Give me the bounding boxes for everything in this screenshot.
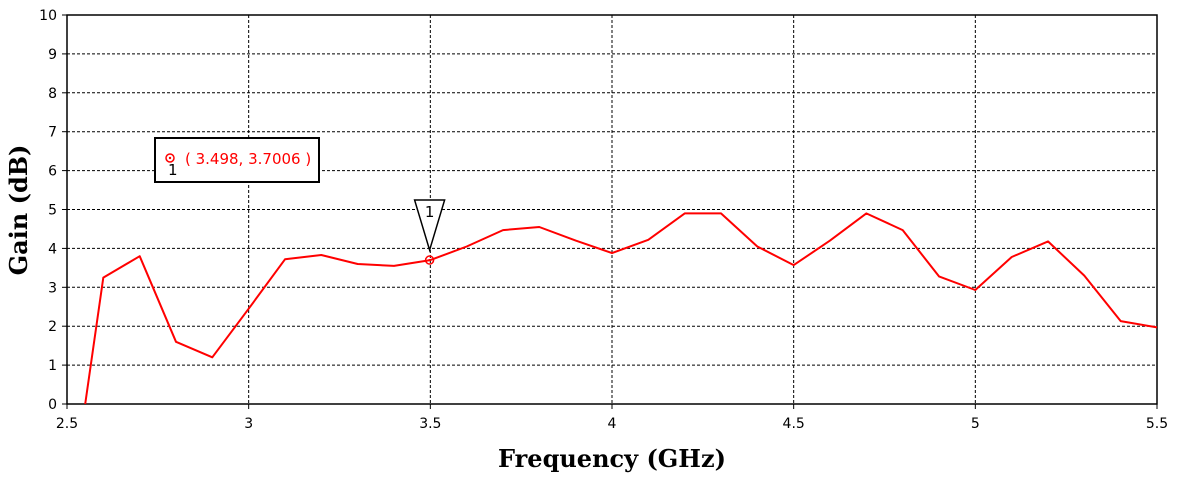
x-tick-label: 5.5 <box>1146 416 1168 432</box>
series-group <box>84 212 1158 405</box>
y-tick-label: 6 <box>48 164 57 180</box>
x-tick-labels: 2.5 3 3.5 4 4.5 5 5.5 <box>56 404 1168 432</box>
marker-legend-symbol <box>165 153 175 163</box>
y-tick-label: 3 <box>48 280 57 296</box>
x-tick-label: 3 <box>244 416 253 432</box>
marker-legend-symbol-center <box>168 156 172 160</box>
y-tick-label: 9 <box>48 47 57 63</box>
y-tick-label: 7 <box>48 125 57 141</box>
marker-group: 1 1 ( 3.498, 3.7006 ) <box>154 137 446 265</box>
marker-pointer <box>413 199 446 253</box>
x-tick-label: 3.5 <box>419 416 441 432</box>
y-tick-label: 2 <box>48 319 57 335</box>
y-tick-label: 10 <box>39 8 57 24</box>
y-tick-label: 5 <box>48 203 57 219</box>
marker-info-id: 1 <box>168 161 178 179</box>
marker-point-center <box>428 258 431 262</box>
marker-pointer-id: 1 <box>425 203 435 221</box>
y-tick-label: 1 <box>48 358 57 374</box>
x-axis-title: Frequency (GHz) <box>498 444 726 473</box>
x-tick-label: 5 <box>971 416 980 432</box>
y-axis-title: Gain (dB) <box>4 145 33 276</box>
x-tick-label: 4.5 <box>783 416 805 432</box>
gain-series-line <box>84 212 1158 405</box>
y-tick-label: 8 <box>48 86 57 102</box>
marker-info-box <box>154 137 320 183</box>
marker-point <box>424 255 435 265</box>
x-tick-label: 4 <box>608 416 617 432</box>
y-tick-label: 0 <box>48 397 57 413</box>
marker-info-label: ( 3.498, 3.7006 ) <box>185 150 311 168</box>
y-tick-label: 4 <box>48 241 57 257</box>
y-tick-labels: 0 1 2 3 4 5 6 7 8 9 10 <box>39 8 67 413</box>
x-tick-label: 2.5 <box>56 416 78 432</box>
